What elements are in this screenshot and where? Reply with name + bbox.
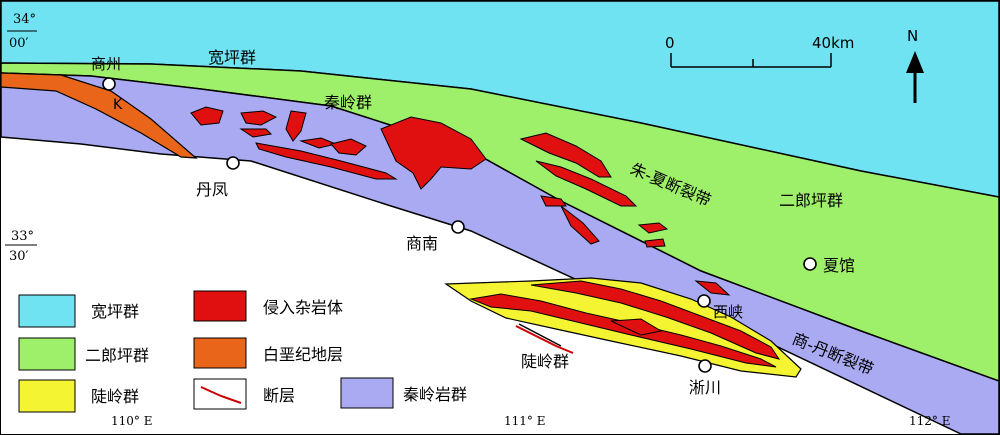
label-xixia: 西峡 bbox=[713, 303, 743, 321]
label-kuanping: 宽坪群 bbox=[208, 48, 256, 67]
legend-swatch bbox=[193, 378, 247, 410]
legend-item-fault: 断层 bbox=[193, 378, 295, 410]
intrusive-body bbox=[519, 132, 612, 178]
label-danfeng: 丹凤 bbox=[196, 180, 228, 199]
fault-line bbox=[515, 325, 574, 354]
intrusive-body bbox=[239, 128, 273, 138]
intrusive-body bbox=[469, 293, 777, 368]
unit-cretaceous bbox=[1, 72, 198, 159]
label-k: K bbox=[113, 97, 123, 113]
legend-label: 宽坪群 bbox=[91, 302, 139, 321]
legend-label: 断层 bbox=[263, 386, 295, 405]
locality-xiaguan bbox=[803, 257, 817, 271]
intrusive-body bbox=[644, 238, 666, 248]
legend-swatch bbox=[18, 294, 76, 328]
intrusive-body bbox=[535, 160, 638, 207]
scale-start: 0 bbox=[665, 34, 675, 52]
intrusive-body bbox=[255, 142, 398, 180]
intrusive-body bbox=[560, 205, 600, 245]
locality-shangzhou bbox=[102, 77, 116, 91]
legend-item-kuanping: 宽坪群 bbox=[18, 294, 139, 328]
lat-top-degree: 34° bbox=[13, 12, 36, 27]
label-qinling-group: 秦岭群 bbox=[324, 93, 372, 112]
lat-top-minute: 00′ bbox=[9, 36, 29, 51]
intrusive-body bbox=[530, 280, 781, 360]
legend-item-taoling: 陡岭群 bbox=[18, 379, 139, 413]
locality-danfeng bbox=[226, 156, 240, 170]
label-xiaguan: 夏馆 bbox=[823, 256, 855, 275]
label-taoling: 陡岭群 bbox=[521, 352, 569, 371]
lon-112: 112° E bbox=[909, 414, 950, 428]
legend-item-erlangping: 二郎坪群 bbox=[18, 337, 149, 371]
label-shangzhou: 商州 bbox=[91, 55, 121, 73]
legend-item-intrusive: 侵入杂岩体 bbox=[193, 290, 343, 322]
label-erlangping: 二郎坪群 bbox=[779, 191, 843, 210]
label-xichuan: 淅川 bbox=[689, 378, 721, 397]
legend-label: 秦岭岩群 bbox=[403, 385, 467, 404]
legend-item-cretaceous: 白垩纪地层 bbox=[193, 337, 343, 369]
scale-end: 40km bbox=[812, 34, 854, 52]
legend-swatch bbox=[193, 337, 247, 369]
intrusive-body bbox=[637, 222, 669, 234]
intrusive-body bbox=[240, 110, 278, 126]
legend-swatch bbox=[18, 379, 76, 413]
locality-markers bbox=[102, 77, 817, 373]
locality-xixia bbox=[697, 294, 711, 308]
legend-label: 侵入杂岩体 bbox=[263, 298, 343, 317]
lat-mid-degree: 33° bbox=[11, 229, 34, 244]
lon-110: 110° E bbox=[111, 414, 152, 428]
lon-111: 111° E bbox=[504, 414, 545, 428]
intrusive-body bbox=[610, 318, 663, 336]
north-label: N bbox=[907, 27, 918, 45]
legend-item-qinling: 秦岭岩群 bbox=[340, 377, 467, 409]
locality-shangnan bbox=[451, 220, 465, 234]
north-arrow-icon bbox=[906, 51, 924, 103]
locality-xichuan bbox=[698, 359, 712, 373]
intrusive-body bbox=[285, 110, 307, 142]
intrusive-body bbox=[380, 116, 487, 190]
legend-swatch bbox=[193, 290, 247, 322]
intrusive-bodies bbox=[190, 106, 781, 368]
intrusive-body bbox=[694, 280, 731, 296]
faults bbox=[515, 325, 574, 354]
intrusive-body bbox=[540, 195, 567, 207]
legend-swatch bbox=[340, 377, 394, 409]
leader-line bbox=[518, 323, 562, 347]
label-shangnan: 商南 bbox=[406, 234, 438, 253]
legend-label: 二郎坪群 bbox=[85, 346, 149, 365]
legend-swatch bbox=[18, 337, 76, 371]
legend-label: 陡岭群 bbox=[91, 387, 139, 406]
legend-label: 白垩纪地层 bbox=[263, 345, 343, 364]
intrusive-body bbox=[330, 138, 367, 156]
intrusive-body bbox=[190, 106, 224, 126]
legend: 宽坪群 侵入杂岩体 二郎坪群 白垩纪地层 陡岭群 断层 秦岭岩群 bbox=[18, 290, 467, 413]
scale-bar bbox=[670, 53, 832, 68]
lat-mid-minute: 30′ bbox=[9, 249, 29, 264]
legend-fault-line-icon bbox=[200, 386, 242, 404]
